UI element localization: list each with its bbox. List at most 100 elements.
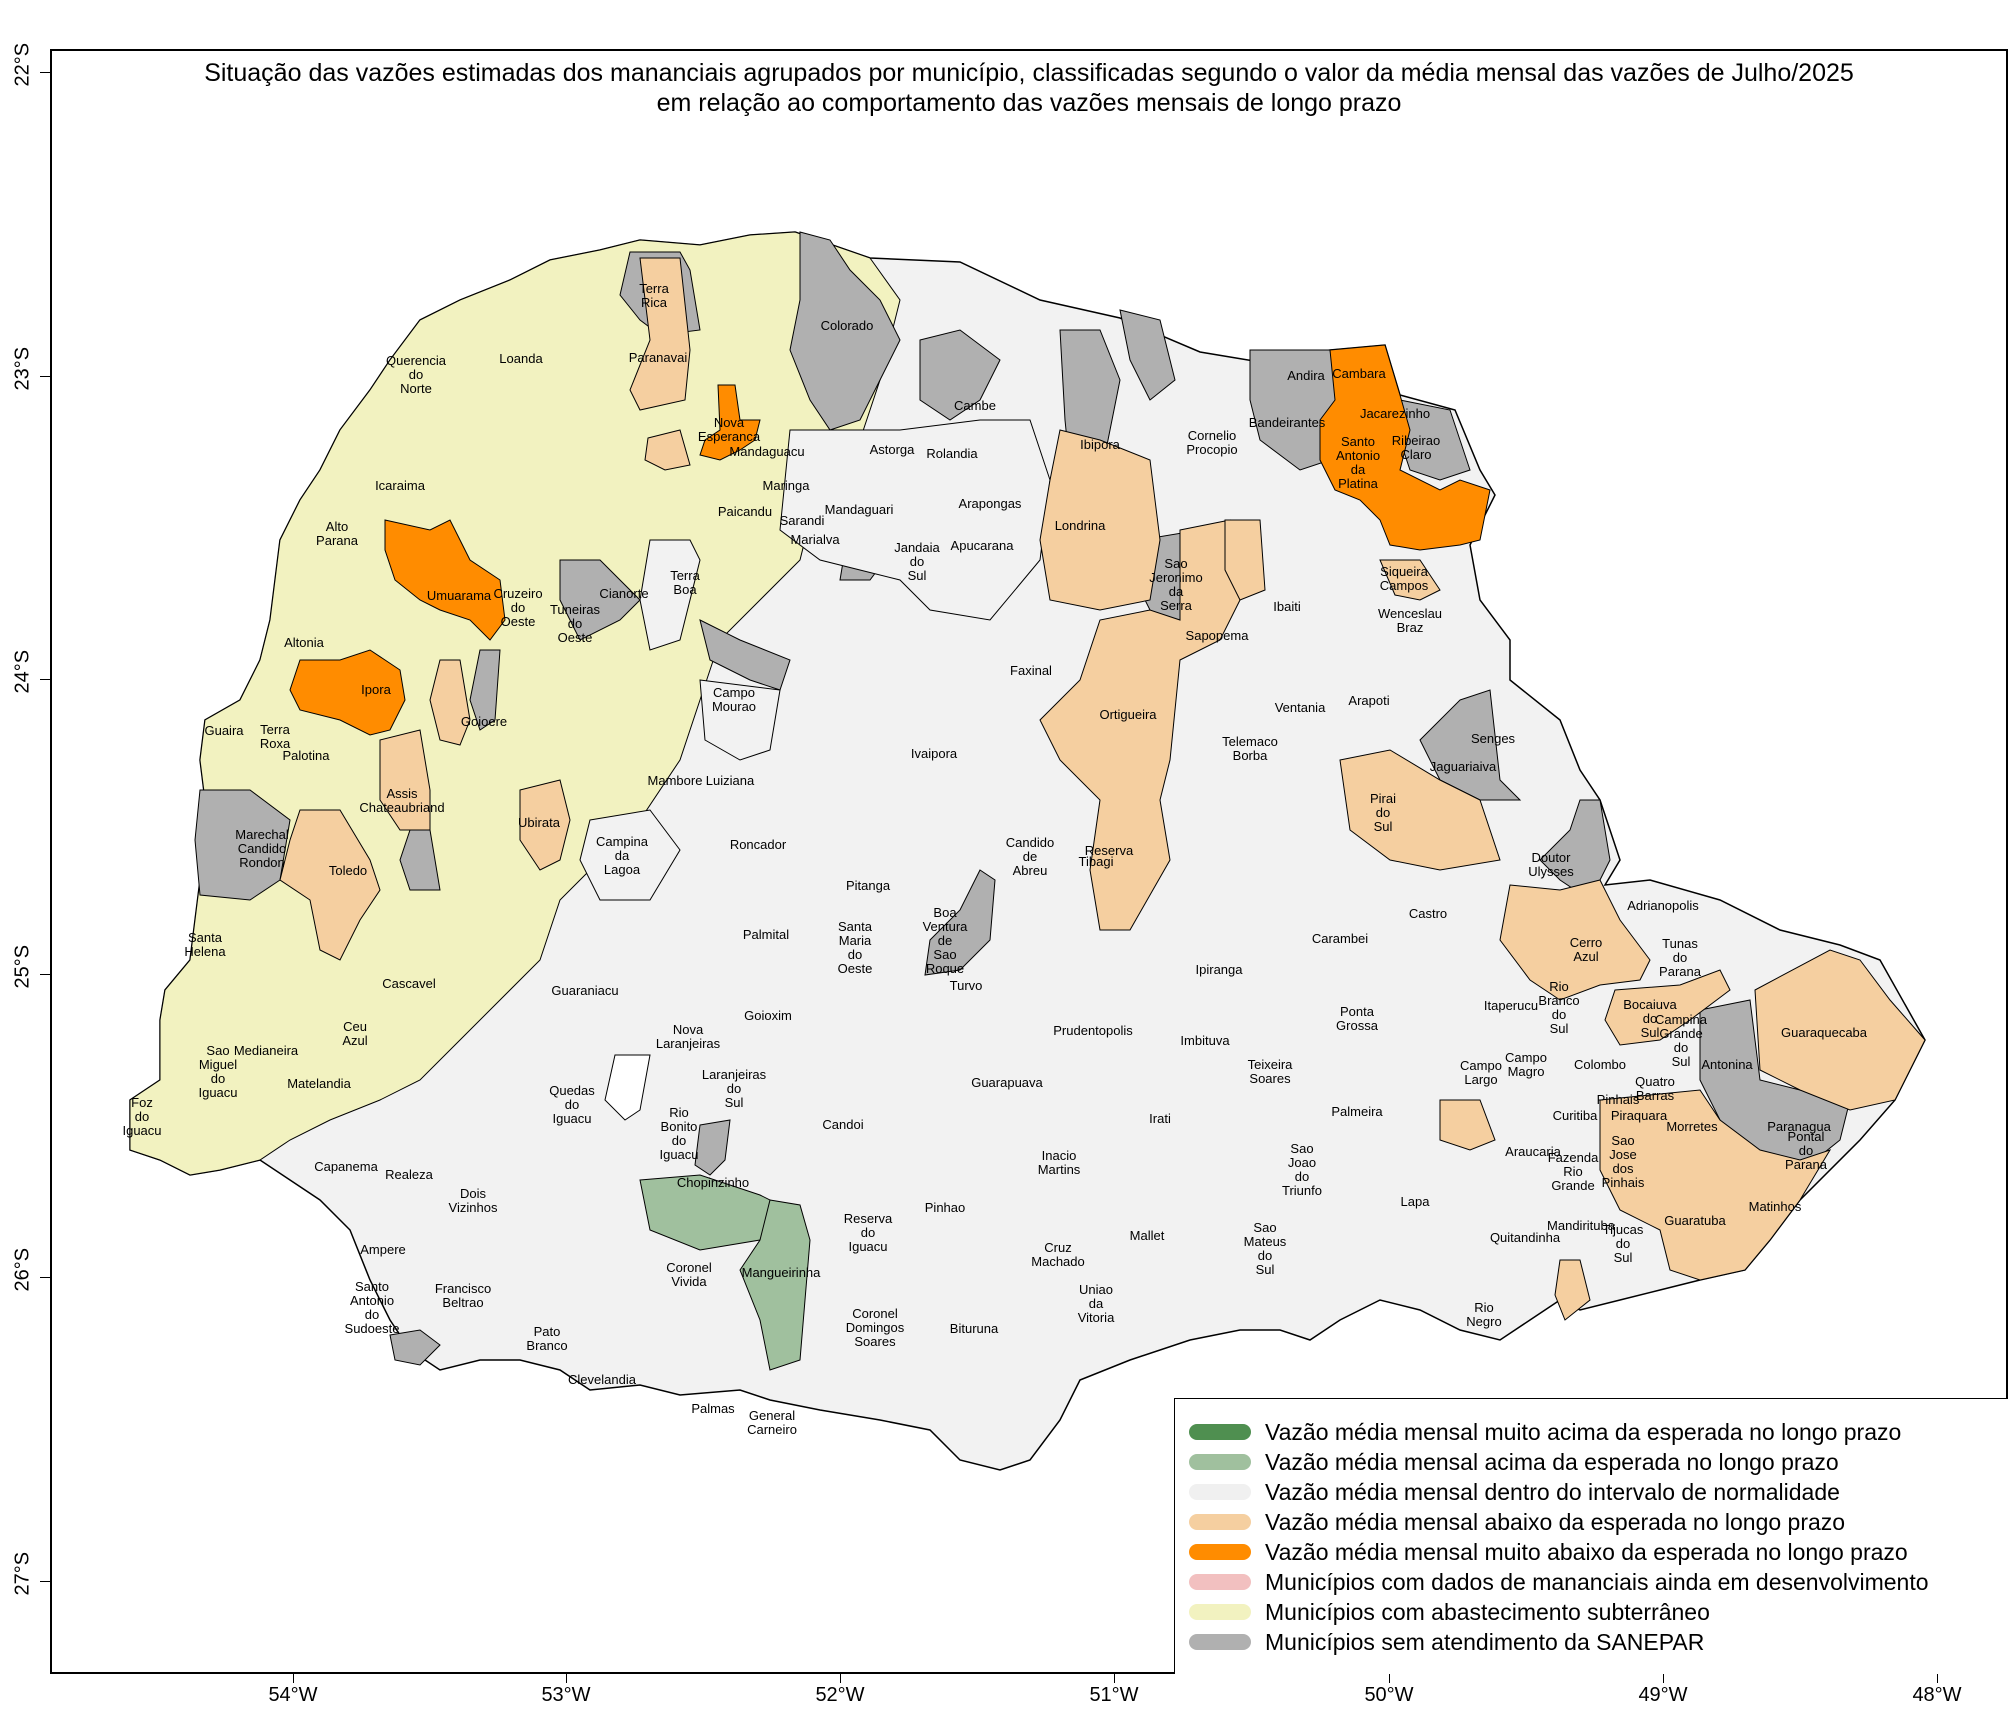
municipality-label[interactable]: Tuneiras do Oeste bbox=[549, 602, 601, 645]
municipality-label[interactable]: Rio Branco do Sul bbox=[1538, 979, 1580, 1036]
municipality-label[interactable]: Terra Roxa bbox=[259, 722, 291, 751]
municipality-label[interactable]: Telemaco Borba bbox=[1222, 734, 1278, 763]
municipality-label[interactable]: Capanema bbox=[314, 1159, 378, 1174]
municipality-label[interactable]: Reserva do Iguacu bbox=[843, 1211, 893, 1254]
municipality-label[interactable]: Teixeira Soares bbox=[1247, 1057, 1293, 1086]
municipality-label[interactable]: Astorga bbox=[869, 442, 915, 457]
municipality-label[interactable]: Andira bbox=[1287, 368, 1325, 383]
municipality-label[interactable]: Uniao da Vitoria bbox=[1077, 1282, 1115, 1325]
municipality-label[interactable]: Chopinzinho bbox=[676, 1175, 750, 1190]
municipality-label[interactable]: Rolandia bbox=[926, 446, 978, 461]
municipality-label[interactable]: Guaraniacu bbox=[551, 983, 619, 998]
municipality-label[interactable]: Toledo bbox=[328, 863, 368, 878]
municipality-label[interactable]: Cornelio Procopio bbox=[1186, 428, 1238, 457]
municipality-label[interactable]: Candoi bbox=[822, 1117, 864, 1132]
municipality-label[interactable]: Pinhao bbox=[924, 1200, 966, 1215]
municipality-label[interactable]: Ipiranga bbox=[1195, 962, 1243, 977]
municipality-label[interactable]: Guaratuba bbox=[1664, 1213, 1726, 1228]
municipality-label[interactable]: Pinhais bbox=[1596, 1092, 1640, 1107]
municipality-label[interactable]: Wenceslau Braz bbox=[1377, 606, 1443, 635]
municipality-label[interactable]: Mambore bbox=[647, 773, 703, 788]
municipality-label[interactable]: Dois Vizinhos bbox=[448, 1186, 498, 1215]
municipality-label[interactable]: Cerro Azul bbox=[1569, 935, 1603, 964]
municipality-label[interactable]: Mangueirinha bbox=[741, 1265, 821, 1280]
municipality-label[interactable]: Candido de Abreu bbox=[1005, 835, 1055, 878]
municipality-label[interactable]: Guaira bbox=[204, 723, 244, 738]
municipality-label[interactable]: Doutor Ulysses bbox=[1528, 850, 1574, 879]
municipality-label[interactable]: Bandeirantes bbox=[1248, 415, 1326, 430]
municipality-label[interactable]: Imbituva bbox=[1180, 1033, 1230, 1048]
municipality-label[interactable]: Coronel Vivida bbox=[666, 1260, 712, 1289]
municipality-label[interactable]: Turvo bbox=[949, 978, 983, 993]
municipality-label[interactable]: Icaraima bbox=[375, 478, 425, 493]
municipality-label[interactable]: Assis Chateaubriand bbox=[359, 786, 445, 815]
municipality-label[interactable]: Sao Miguel do Iguacu bbox=[198, 1043, 238, 1100]
municipality-label[interactable]: Arapongas bbox=[958, 496, 1022, 511]
municipality-label[interactable]: Ibipora bbox=[1080, 437, 1120, 452]
municipality-label[interactable]: Francisco Beltrao bbox=[434, 1281, 492, 1310]
municipality-label[interactable]: Arapoti bbox=[1348, 693, 1390, 708]
municipality-label[interactable]: Londrina bbox=[1054, 518, 1106, 533]
municipality-label[interactable]: Altonia bbox=[284, 635, 324, 650]
municipality-label[interactable]: Colombo bbox=[1573, 1057, 1627, 1072]
municipality-label[interactable]: Palmital bbox=[742, 927, 790, 942]
municipality-label[interactable]: Guaraquecaba bbox=[1780, 1025, 1868, 1040]
municipality-label[interactable]: Araucaria bbox=[1505, 1144, 1561, 1159]
municipality-label[interactable]: Pitanga bbox=[845, 878, 891, 893]
municipality-label[interactable]: Paranavai bbox=[628, 350, 688, 365]
municipality-label[interactable]: Guarapuava bbox=[971, 1075, 1043, 1090]
municipality-label[interactable]: Irati bbox=[1149, 1111, 1171, 1126]
municipality-label[interactable]: Terra Rica bbox=[639, 281, 669, 310]
municipality-label[interactable]: Realeza bbox=[385, 1167, 433, 1182]
municipality-label[interactable]: Ponta Grossa bbox=[1336, 1004, 1378, 1033]
municipality-label[interactable]: Mandirituba bbox=[1547, 1218, 1615, 1233]
municipality-label[interactable]: Quatro Barras bbox=[1635, 1074, 1675, 1103]
municipality-label[interactable]: Reserva bbox=[1084, 843, 1134, 858]
municipality-label[interactable]: Curitiba bbox=[1552, 1108, 1598, 1123]
municipality-label[interactable]: Sapopema bbox=[1185, 628, 1249, 643]
municipality-label[interactable]: Sao Jose dos Pinhais bbox=[1601, 1133, 1645, 1190]
municipality-label[interactable]: Palmas bbox=[691, 1401, 735, 1416]
municipality-label[interactable]: Pontal do Parana bbox=[1785, 1129, 1827, 1172]
municipality-label[interactable]: Goioere bbox=[460, 714, 508, 729]
municipality-label[interactable]: Paicandu bbox=[717, 504, 773, 519]
municipality-label[interactable]: Palmeira bbox=[1331, 1104, 1383, 1119]
municipality-label[interactable]: Campo Mourao bbox=[711, 685, 757, 714]
municipality-label[interactable]: Campina Grande do Sul bbox=[1654, 1012, 1708, 1069]
municipality-label[interactable]: Paranagua bbox=[1767, 1119, 1831, 1134]
municipality-label[interactable]: Santo Antonio da Platina bbox=[1335, 434, 1381, 491]
municipality-label[interactable]: General Carneiro bbox=[747, 1408, 797, 1437]
municipality-label[interactable]: Senges bbox=[1470, 731, 1516, 746]
municipality-label[interactable]: Piraquara bbox=[1610, 1108, 1668, 1123]
municipality-label[interactable]: Maringa bbox=[762, 478, 810, 493]
municipality-label[interactable]: Sao Mateus do Sul bbox=[1243, 1220, 1287, 1277]
municipality-label[interactable]: Sao Joao do Triunfo bbox=[1282, 1141, 1322, 1198]
municipality-label[interactable]: Pirai do Sul bbox=[1369, 791, 1397, 834]
municipality-label[interactable]: Terra Boa bbox=[670, 568, 700, 597]
municipality-label[interactable]: Santa Helena bbox=[184, 930, 226, 959]
municipality-label[interactable]: Cruzeiro do Oeste bbox=[493, 586, 543, 629]
municipality-label[interactable]: Goioxim bbox=[744, 1008, 792, 1023]
municipality-label[interactable]: Ampere bbox=[360, 1242, 406, 1257]
municipality-label[interactable]: Sao Jeronimo da Serra bbox=[1149, 556, 1203, 613]
municipality-label[interactable]: Boa Ventura de Sao Roque bbox=[922, 905, 968, 976]
municipality-label[interactable]: Pato Branco bbox=[526, 1324, 568, 1353]
municipality-label[interactable]: Jaguariaiva bbox=[1429, 759, 1497, 774]
municipality-label[interactable]: Campo Magro bbox=[1505, 1050, 1547, 1079]
municipality-label[interactable]: Castro bbox=[1408, 906, 1448, 921]
municipality-label[interactable]: Ubirata bbox=[518, 815, 560, 830]
municipality-label[interactable]: Adrianopolis bbox=[1627, 898, 1699, 913]
municipality-label[interactable]: Cascavel bbox=[382, 976, 436, 991]
municipality-label[interactable]: Matinhos bbox=[1748, 1199, 1802, 1214]
municipality-label[interactable]: Santo Antonio do Sudoeste bbox=[344, 1279, 400, 1336]
municipality-label[interactable]: Faxinal bbox=[1010, 663, 1052, 678]
municipality-label[interactable]: Mallet bbox=[1129, 1228, 1165, 1243]
municipality-label[interactable]: Mandaguacu bbox=[729, 444, 805, 459]
municipality-label[interactable]: Morretes bbox=[1666, 1119, 1718, 1134]
municipality-label[interactable]: Roncador bbox=[729, 837, 787, 852]
municipality-label[interactable]: Ribeirao Claro bbox=[1391, 433, 1441, 462]
municipality-label[interactable]: Cruz Machado bbox=[1031, 1240, 1085, 1269]
municipality-label[interactable]: Marechal Candido Rondon bbox=[235, 827, 289, 870]
municipality-label[interactable]: Tunas do Parana bbox=[1659, 936, 1701, 979]
municipality-label[interactable]: Inacio Martins bbox=[1037, 1148, 1081, 1177]
